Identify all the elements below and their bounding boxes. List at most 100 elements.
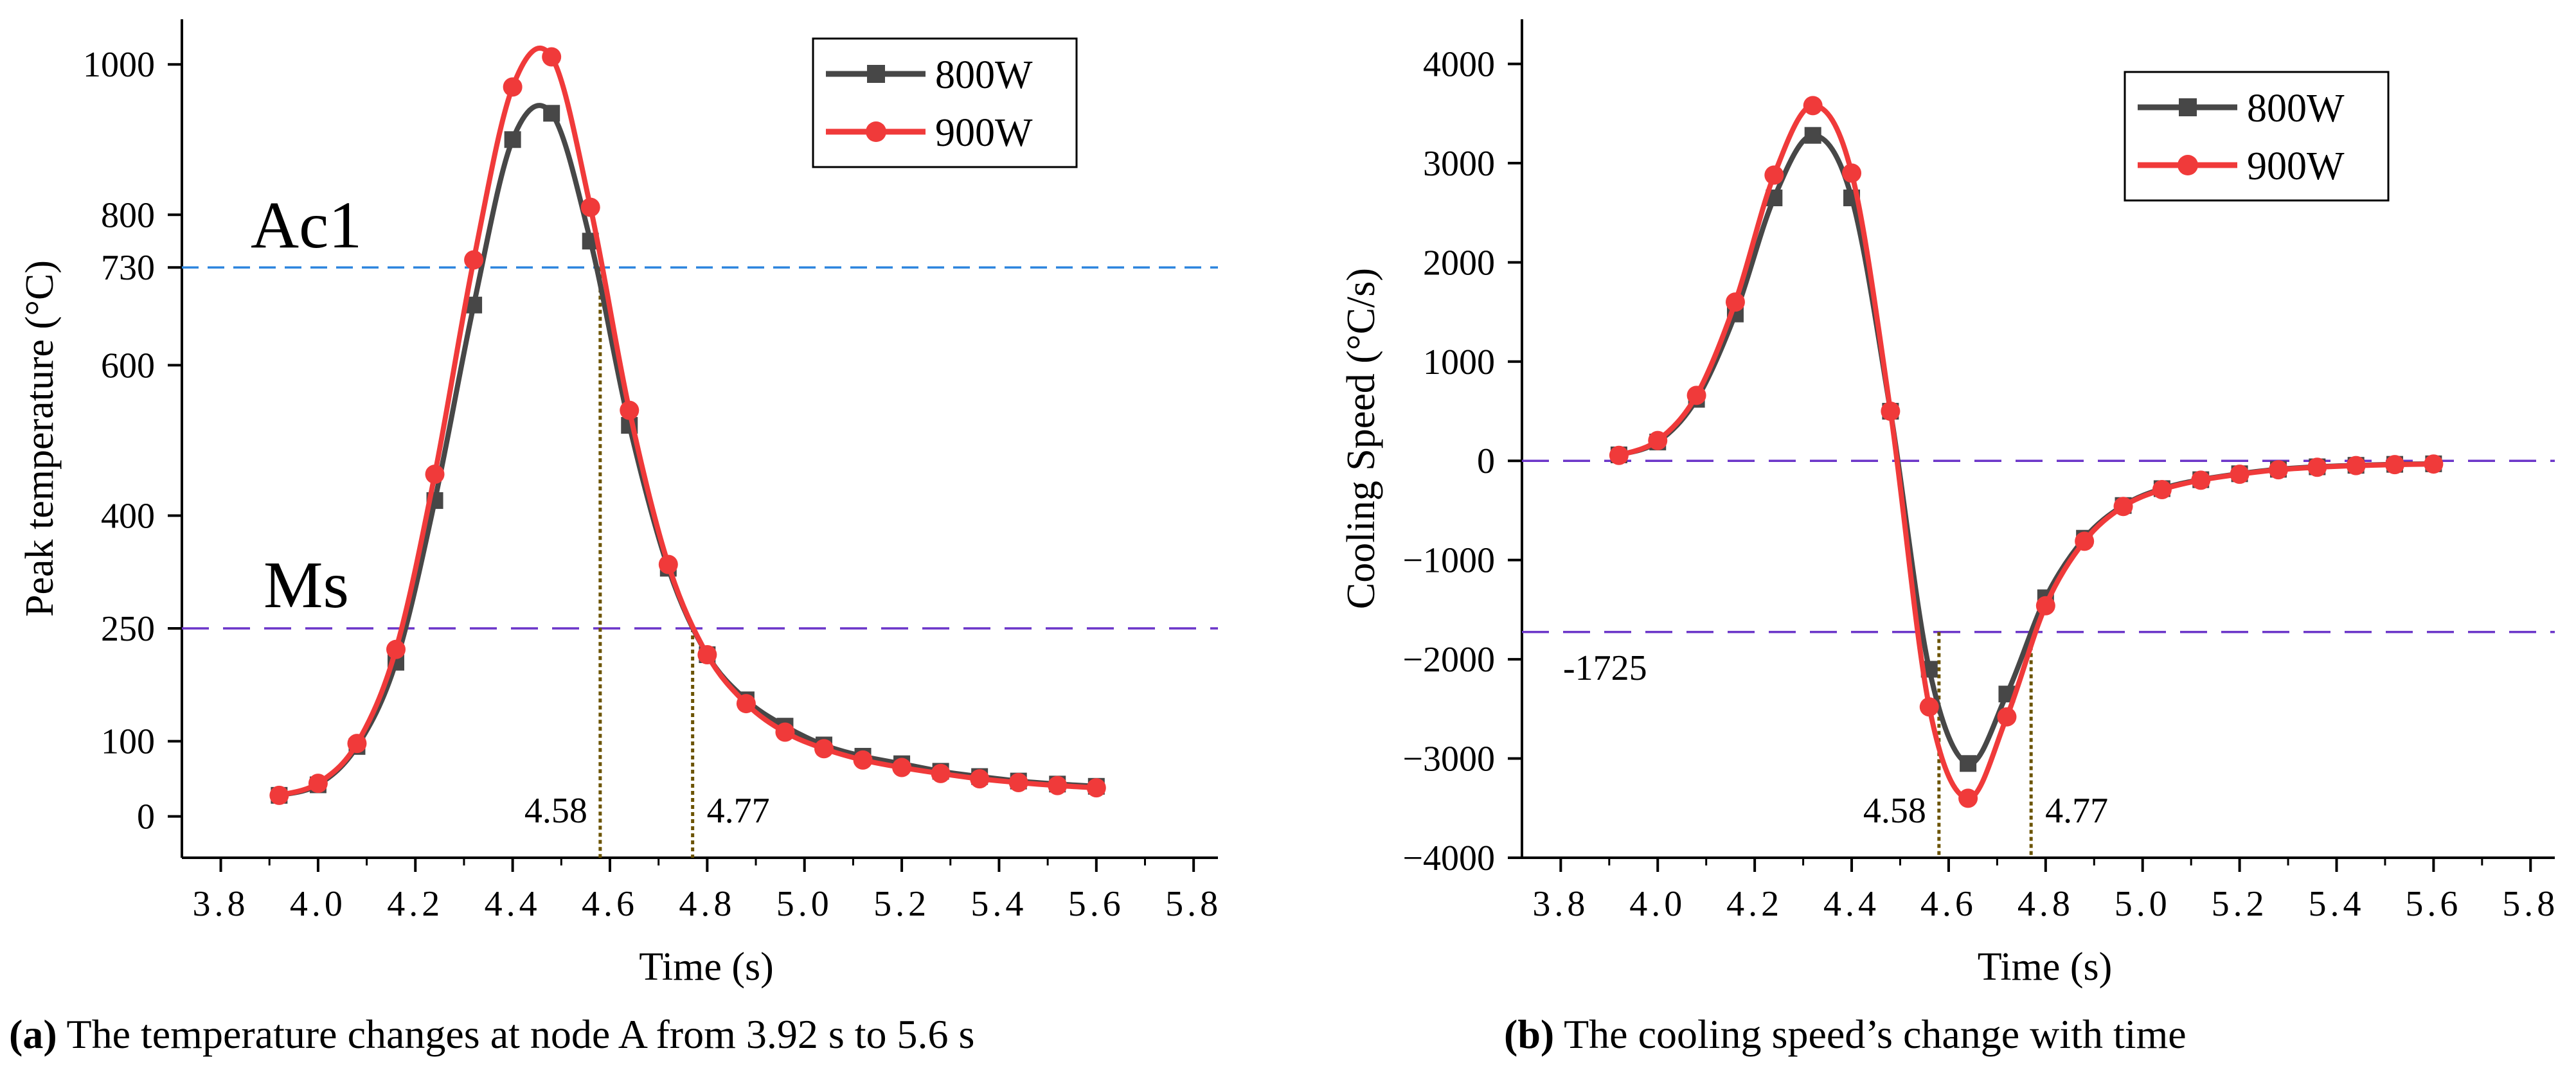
x-tick-label: 5.4	[2308, 884, 2365, 924]
x-tick-label: 4.0	[290, 884, 346, 924]
data-point-900W	[931, 763, 951, 783]
time-marker-label: 4.77	[707, 791, 770, 831]
x-axis-title: Time (s)	[639, 945, 774, 989]
caption-a-text: The temperature changes at node A from 3…	[57, 1011, 975, 1057]
y-tick-label: 400	[101, 496, 155, 536]
x-tick-label: 5.0	[776, 884, 833, 924]
x-tick-label: 3.8	[1532, 884, 1589, 924]
data-point-900W	[2152, 480, 2172, 500]
data-point-900W	[1997, 707, 2017, 727]
data-point-900W	[2191, 470, 2211, 490]
y-tick-label: 0	[1477, 441, 1495, 481]
y-tick-label: 0	[137, 797, 155, 837]
data-point-900W	[970, 769, 990, 789]
y-tick-label: 3000	[1423, 144, 1495, 184]
data-point-900W	[853, 750, 873, 770]
data-point-900W	[580, 197, 600, 217]
data-point-900W	[269, 785, 289, 805]
x-tick-label: 5.0	[2115, 884, 2171, 924]
x-tick-label: 4.2	[387, 884, 443, 924]
data-point-900W	[2307, 457, 2327, 477]
legend-label: 900W	[935, 111, 1033, 155]
x-tick-label: 4.6	[1920, 884, 1977, 924]
data-point-900W	[2035, 596, 2055, 616]
x-tick-label: 4.0	[1629, 884, 1686, 924]
y-tick-label: 100	[101, 722, 155, 762]
data-point-900W	[697, 644, 717, 664]
data-point-800W	[1804, 127, 1821, 144]
x-tick-label: 4.2	[1726, 884, 1783, 924]
y-tick-label: −1000	[1402, 541, 1495, 581]
y-tick-label: 1000	[83, 45, 155, 85]
data-point-900W	[1609, 445, 1629, 465]
data-point-900W	[425, 465, 445, 484]
data-point-900W	[814, 739, 834, 759]
y-tick-label: −2000	[1402, 640, 1495, 680]
legend-box	[2124, 71, 2390, 202]
data-point-900W	[1686, 386, 1706, 405]
caption-b-text: The cooling speed’s change with time	[1554, 1011, 2187, 1057]
series-line-900W	[1618, 103, 2434, 801]
x-tick-label: 5.2	[2212, 884, 2268, 924]
y-tick-label: 1000	[1423, 342, 1495, 382]
x-tick-label: 4.4	[1823, 884, 1880, 924]
data-point-900W	[2113, 497, 2133, 517]
x-tick-label: 5.2	[873, 884, 930, 924]
data-point-900W	[775, 722, 795, 742]
x-tick-label: 4.8	[679, 884, 735, 924]
y-axis-title: Cooling Speed (°C/s)	[1339, 268, 1383, 609]
data-point-900W	[736, 694, 756, 714]
data-point-900W	[1725, 292, 1745, 312]
data-point-900W	[2075, 531, 2095, 551]
legend-label: 900W	[2247, 145, 2345, 188]
y-tick-label: 800	[101, 195, 155, 235]
x-tick-label: 3.8	[193, 884, 249, 924]
x-tick-label: 4.8	[2017, 884, 2074, 924]
x-tick-label: 5.6	[2405, 884, 2462, 924]
data-point-900W	[542, 47, 562, 67]
data-point-900W	[892, 758, 912, 777]
reference-hline-label: Ac1	[251, 188, 362, 262]
y-tick-label: 250	[101, 609, 155, 649]
legend-swatch-marker	[867, 65, 885, 83]
x-tick-label: 4.4	[485, 884, 541, 924]
series-line-800W	[278, 103, 1097, 798]
data-point-900W	[1086, 778, 1106, 798]
x-tick-label: 4.6	[582, 884, 638, 924]
caption-b: (b) The cooling speed’s change with time	[1504, 1006, 2187, 1063]
data-point-900W	[2230, 465, 2250, 484]
data-point-900W	[1764, 165, 1784, 185]
chart-cooling-speed: 3.8 4.0 4.2 4.4 4.6 4.8 5.0 5.2 5.4 5.6 5.8 −4000 −3…	[1339, 19, 2555, 989]
caption-a: (a) The temperature changes at node A fr…	[9, 1006, 974, 1063]
time-marker-label: 4.58	[524, 791, 587, 831]
y-tick-label: 4000	[1423, 44, 1495, 84]
data-point-900W	[658, 554, 678, 574]
data-point-900W	[464, 250, 484, 270]
data-point-900W	[386, 639, 406, 659]
y-tick-label: 730	[101, 248, 155, 288]
chart-peak-temperature: 3.8 4.0 4.2 4.4 4.6 4.8 5.0 5.2 5.4 5.6 5.8 0 100 250…	[18, 19, 1218, 989]
legend-box	[812, 37, 1078, 168]
data-point-800W	[504, 131, 521, 148]
data-point-900W	[503, 77, 523, 97]
data-point-900W	[2385, 455, 2405, 475]
caption-b-prefix: (b)	[1504, 1011, 1555, 1057]
data-point-900W	[2346, 456, 2366, 475]
caption-a-prefix: (a)	[9, 1011, 57, 1057]
y-tick-label: −3000	[1402, 740, 1495, 779]
data-point-900W	[347, 734, 367, 754]
legend-swatch-marker	[866, 121, 886, 142]
data-point-900W	[2268, 460, 2288, 480]
y-tick-label: −4000	[1402, 838, 1495, 878]
series-line-800W	[1618, 132, 2434, 767]
legend-swatch-marker	[2179, 98, 2197, 116]
data-point-800W	[543, 105, 560, 122]
x-tick-label: 5.4	[970, 884, 1027, 924]
reference-hline-label: Ms	[264, 548, 349, 622]
data-point-900W	[2424, 454, 2444, 474]
y-tick-label: 600	[101, 346, 155, 386]
x-tick-label: 5.6	[1068, 884, 1125, 924]
data-point-900W	[620, 400, 640, 420]
x-axis-title: Time (s)	[1978, 945, 2113, 989]
